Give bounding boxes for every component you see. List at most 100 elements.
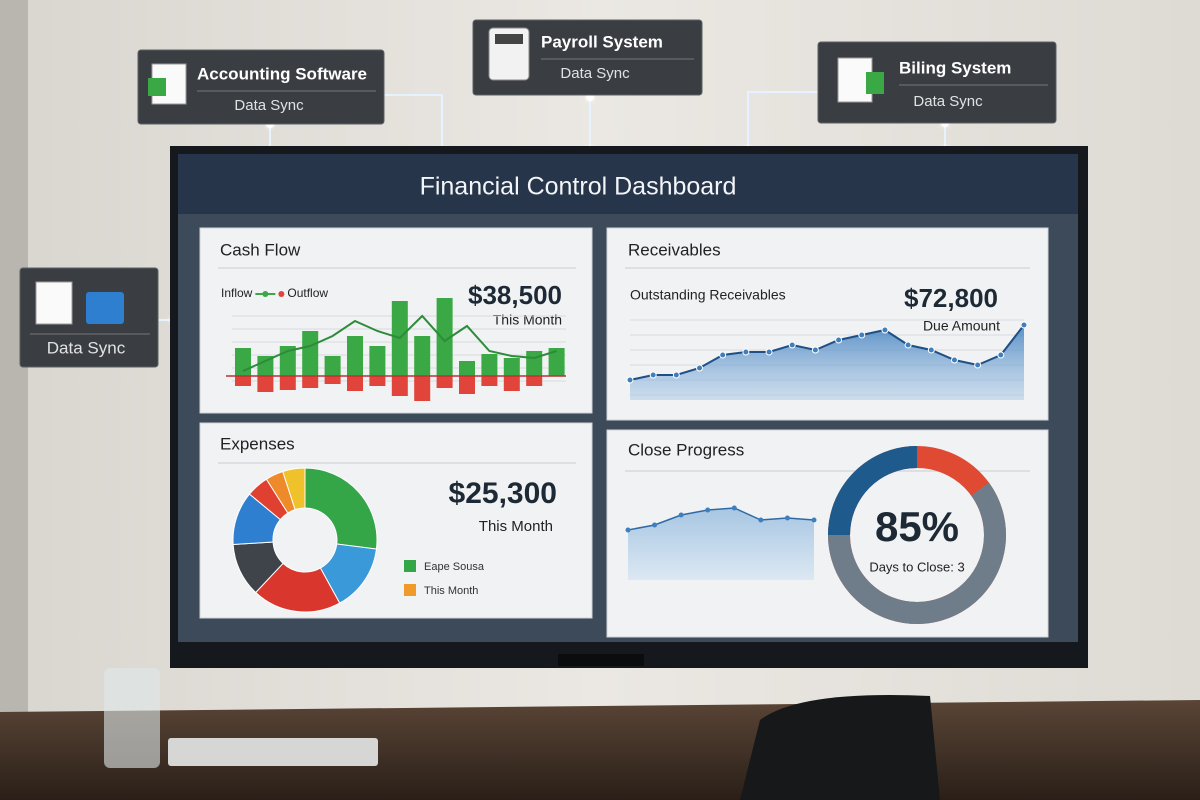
bar [459, 361, 475, 376]
point [927, 346, 935, 354]
pie-slice [282, 467, 306, 511]
area [628, 508, 814, 580]
bar [391, 376, 408, 396]
bar [481, 354, 498, 376]
bar [369, 376, 386, 386]
icon [86, 292, 124, 324]
point [974, 361, 982, 369]
point [625, 527, 631, 533]
integration-name: Payroll System [541, 32, 663, 51]
subtitle: Outstanding Receivables [630, 287, 786, 303]
period: Due Amount [923, 318, 1000, 334]
tv-camera [558, 654, 644, 666]
card-title: Expenses [220, 434, 295, 453]
bar [526, 351, 543, 376]
legend-label: Inflow [221, 286, 253, 300]
bar [235, 376, 251, 386]
amount: $72,800 [904, 283, 998, 313]
integration-name: Accounting Software [197, 64, 367, 83]
legend-label: Eape Sousa [424, 561, 485, 573]
integration-name: Biling System [899, 58, 1011, 77]
bar [436, 376, 453, 388]
bar [503, 358, 520, 376]
point [784, 515, 790, 521]
legend-swatch [404, 560, 416, 572]
bar [324, 356, 341, 376]
amount: $38,500 [468, 280, 562, 310]
period: This Month [493, 312, 562, 328]
line [629, 324, 1025, 381]
point [950, 356, 958, 364]
bar [436, 298, 453, 376]
chair [740, 695, 940, 800]
bar [324, 376, 341, 384]
point [765, 348, 773, 356]
card-title: Cash Flow [220, 240, 301, 259]
progress-label: 85% [875, 503, 959, 550]
legend-swatch [278, 291, 285, 297]
point [705, 507, 711, 513]
bar [414, 376, 431, 401]
point [719, 351, 727, 359]
icon [35, 281, 73, 325]
integration-billing: Biling System Data Sync [817, 41, 1057, 124]
dashboard-title: Financial Control Dashboard [420, 173, 737, 201]
amount: $25,300 [449, 477, 557, 510]
bar [369, 346, 386, 376]
bar [414, 336, 431, 376]
icon [495, 34, 523, 44]
integration-status: Data Sync [234, 97, 304, 114]
point [626, 376, 634, 384]
icon [866, 72, 884, 94]
point [811, 517, 817, 523]
bar [279, 376, 296, 390]
legend-swatch [404, 584, 416, 596]
bar [503, 376, 520, 391]
legend-swatch [262, 291, 269, 297]
point [997, 351, 1005, 359]
notebook [168, 738, 378, 766]
point [649, 371, 657, 379]
point [731, 505, 737, 511]
bar [302, 376, 319, 388]
bar [235, 348, 251, 376]
point [1020, 321, 1028, 329]
point [696, 364, 704, 372]
bar [257, 356, 274, 376]
period: This Month [479, 518, 553, 535]
bar [481, 376, 498, 386]
point [904, 341, 912, 349]
integration-accounting: Accounting Software Data Sync [137, 49, 385, 125]
bar [526, 376, 543, 386]
bar [347, 336, 363, 376]
area [630, 325, 1024, 400]
point [835, 336, 843, 344]
box [137, 49, 385, 125]
integration-status: Data Sync [913, 93, 983, 110]
line [627, 507, 815, 531]
bar [347, 376, 363, 391]
point [811, 346, 819, 354]
screen-header [178, 154, 1078, 214]
trend-line [242, 314, 557, 372]
point [788, 341, 796, 349]
card-title: Close Progress [628, 440, 744, 459]
point [672, 371, 680, 379]
box [472, 19, 703, 96]
legend-label: This Month [424, 585, 478, 597]
point [652, 522, 658, 528]
connector [158, 91, 946, 321]
point [678, 512, 684, 518]
icon [148, 78, 166, 96]
progress-arc-accent [828, 446, 1006, 624]
integration-generic: Data Sync [19, 267, 159, 368]
box [817, 41, 1057, 124]
integration-payroll: Payroll System Data Sync [472, 19, 703, 96]
card-title: Receivables [628, 240, 721, 259]
integration-status: Data Sync [47, 338, 126, 357]
integration-status: Data Sync [560, 65, 630, 82]
note: Days to Close: 3 [869, 559, 964, 574]
point [758, 517, 764, 523]
bar [459, 376, 475, 394]
